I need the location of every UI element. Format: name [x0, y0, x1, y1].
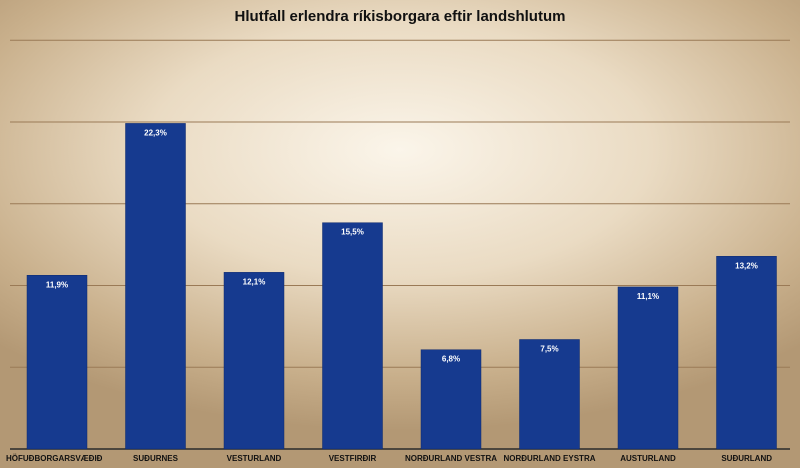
- category-label: VESTFIRÐIR: [329, 454, 377, 463]
- bar: [26, 275, 88, 450]
- category-label: HÖFUÐBORGARSVÆÐIÐ: [6, 454, 103, 463]
- data-label: 15,5%: [341, 228, 364, 237]
- category-label: AUSTURLAND: [620, 454, 676, 463]
- bar: [617, 286, 679, 450]
- category-label: VESTURLAND: [227, 454, 282, 463]
- chart-title: Hlutfall erlendra ríkisborgara eftir lan…: [234, 8, 566, 25]
- data-label: 12,1%: [243, 277, 266, 286]
- data-label: 6,8%: [442, 355, 460, 364]
- bar: [125, 123, 186, 450]
- category-label: SUÐURNES: [133, 454, 179, 463]
- bar: [716, 256, 777, 450]
- data-label: 22,3%: [144, 128, 167, 137]
- bar: [420, 349, 482, 450]
- data-label: 11,9%: [46, 280, 68, 289]
- bar: [519, 339, 580, 450]
- bar: [322, 222, 383, 450]
- bars: [26, 123, 777, 450]
- category-label: NORÐURLAND VESTRA: [405, 454, 497, 463]
- labels: 11,9% HÖFUÐBORGARSVÆÐIÐ 22,3% SUÐURNES 12,1%…: [6, 128, 772, 463]
- category-label: NORÐURLAND EYSTRA: [504, 454, 596, 463]
- data-label: 11,1%: [637, 292, 659, 301]
- data-label: 7,5%: [540, 345, 558, 354]
- bar: [223, 272, 285, 450]
- category-label: SUÐURLAND: [721, 454, 772, 463]
- data-label: 13,2%: [735, 261, 758, 270]
